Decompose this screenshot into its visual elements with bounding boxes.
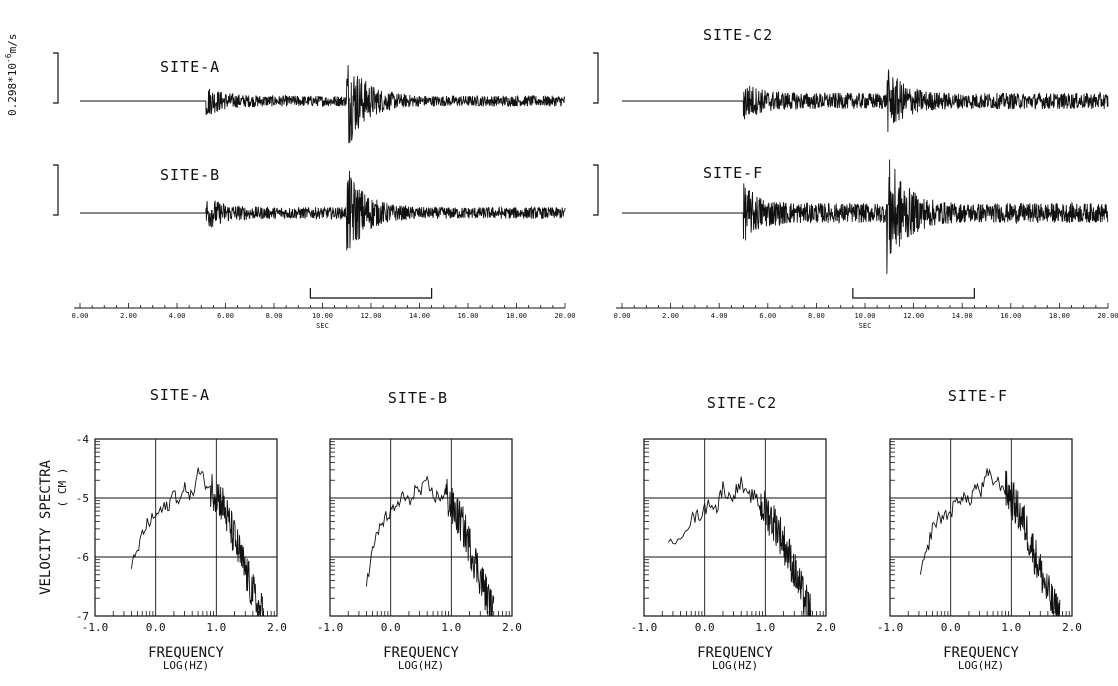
freq-tick-label: -1.0 [631,621,658,634]
waveform-line [80,170,566,251]
waveform-site-f: SITE-F [593,159,1109,274]
spectrum-line [919,468,1061,617]
freq-axis-sublabel: LOG(HZ) [398,659,444,672]
amplitude-scale-label: 0.298*10-6m/s [4,34,19,117]
freq-tick-label: 2.0 [816,621,836,634]
freq-tick-label: 1.0 [755,621,775,634]
spectrum-y-tick-label: -6 [76,551,89,564]
freq-axis-sublabel: LOG(HZ) [712,659,758,672]
amplitude-bracket [593,52,599,104]
spectrum-title: SITE-C2 [707,394,777,412]
trace-label: SITE-C2 [703,26,773,44]
time-tick-label: 12.00 [360,312,381,320]
time-tick-label: 10.00 [312,312,333,320]
waveform-site-c2: SITE-C2 [593,26,1109,133]
waveform-site-a: SITE-A [53,52,566,144]
time-axis-1: 0.00 2.00 4.00 6.00 8.00 10.00 12.00 14.00 16.00… [72,288,576,330]
spectrum-line [667,476,812,617]
trace-label: SITE-F [703,164,763,182]
time-axis-label: SEC [316,322,329,330]
freq-axis-label: FREQUENCY [383,645,459,661]
trace-label: SITE-A [160,58,220,76]
time-tick-label: 12.00 [903,312,924,320]
time-tick-label: 8.00 [808,312,825,320]
freq-tick-label: 0.0 [381,621,401,634]
spectrum-y-tick-label: -4 [76,433,90,446]
spectrum-y-tick-label: -5 [76,492,89,505]
time-tick-label: 20.00 [554,312,575,320]
amplitude-bracket [53,164,59,216]
freq-axis-label: FREQUENCY [148,645,224,661]
time-tick-label: 16.00 [1000,312,1021,320]
time-tick-label: 2.00 [662,312,679,320]
freq-tick-label: 1.0 [1001,621,1021,634]
time-tick-label: 2.00 [120,312,137,320]
spectrum-frame [94,438,278,617]
freq-tick-label: 1.0 [441,621,461,634]
freq-axis-label: FREQUENCY [697,645,773,661]
waveform-site-b: SITE-B [53,164,566,251]
spectrum-line [365,475,495,617]
freq-tick-label: -1.0 [877,621,904,634]
spectrum-title: SITE-A [150,386,210,404]
waveform-line [622,69,1109,133]
analysis-window-bracket [852,288,975,299]
spectrum-frame [643,438,827,617]
spectrum-y-axis: -4 -5 -6 -7 VELOCITY SPECTRA( CM ) [38,433,89,623]
freq-tick-label: -1.0 [82,621,109,634]
time-tick-label: 10.00 [854,312,875,320]
time-tick-label: 6.00 [217,312,234,320]
time-axis-2: 0.00 2.00 4.00 6.00 8.00 10.00 12.00 14.00 16.00… [614,288,1118,330]
analysis-window-bracket [309,288,433,299]
freq-tick-label: 0.0 [146,621,166,634]
time-tick-label: 14.00 [952,312,973,320]
spectrum-title: SITE-F [948,387,1008,405]
time-tick-label: 0.00 [614,312,631,320]
freq-tick-label: 0.0 [695,621,715,634]
spectrum-title: SITE-B [388,389,448,407]
trace-label: SITE-B [160,166,220,184]
freq-tick-label: 2.0 [1062,621,1082,634]
time-tick-label: 8.00 [266,312,283,320]
freq-tick-label: 2.0 [502,621,522,634]
spectrum-y-axis-label: VELOCITY SPECTRA [38,459,54,594]
freq-tick-label: 0.0 [941,621,961,634]
freq-tick-label: 2.0 [267,621,287,634]
spectra-panels: SITE-A-1.0 0.0 1.0 2.0FREQUENCYLOG(HZ)SITE-… [38,386,1082,672]
time-tick-label: 4.00 [711,312,728,320]
spectrum-y-tick-label: -7 [76,610,89,623]
time-tick-label: 20.00 [1097,312,1118,320]
waveform-line [80,65,566,144]
freq-tick-label: 1.0 [206,621,226,634]
freq-axis-label: FREQUENCY [943,645,1019,661]
time-tick-label: 16.00 [457,312,478,320]
time-tick-label: 18.00 [506,312,527,320]
freq-axis-sublabel: LOG(HZ) [958,659,1004,672]
time-tick-label: 6.00 [759,312,776,320]
waveform-line [622,159,1109,274]
time-tick-label: 14.00 [409,312,430,320]
spectrum-frame [329,438,513,617]
time-tick-label: 0.00 [72,312,89,320]
time-tick-label: 18.00 [1049,312,1070,320]
time-tick-label: 4.00 [169,312,186,320]
time-axis-label: SEC [859,322,872,330]
freq-tick-label: -1.0 [317,621,344,634]
spectrum-line [130,467,265,617]
spectrum-y-axis-sublabel: ( CM ) [56,468,69,508]
waveform-panels: SITE-A SITE-B SITE-C2 SITE-F 0.00 2.00 4.00 6.0… [53,26,1118,330]
freq-axis-sublabel: LOG(HZ) [163,659,209,672]
amplitude-bracket [53,52,59,104]
amplitude-bracket [593,164,599,216]
spectrum-frame [889,438,1073,617]
